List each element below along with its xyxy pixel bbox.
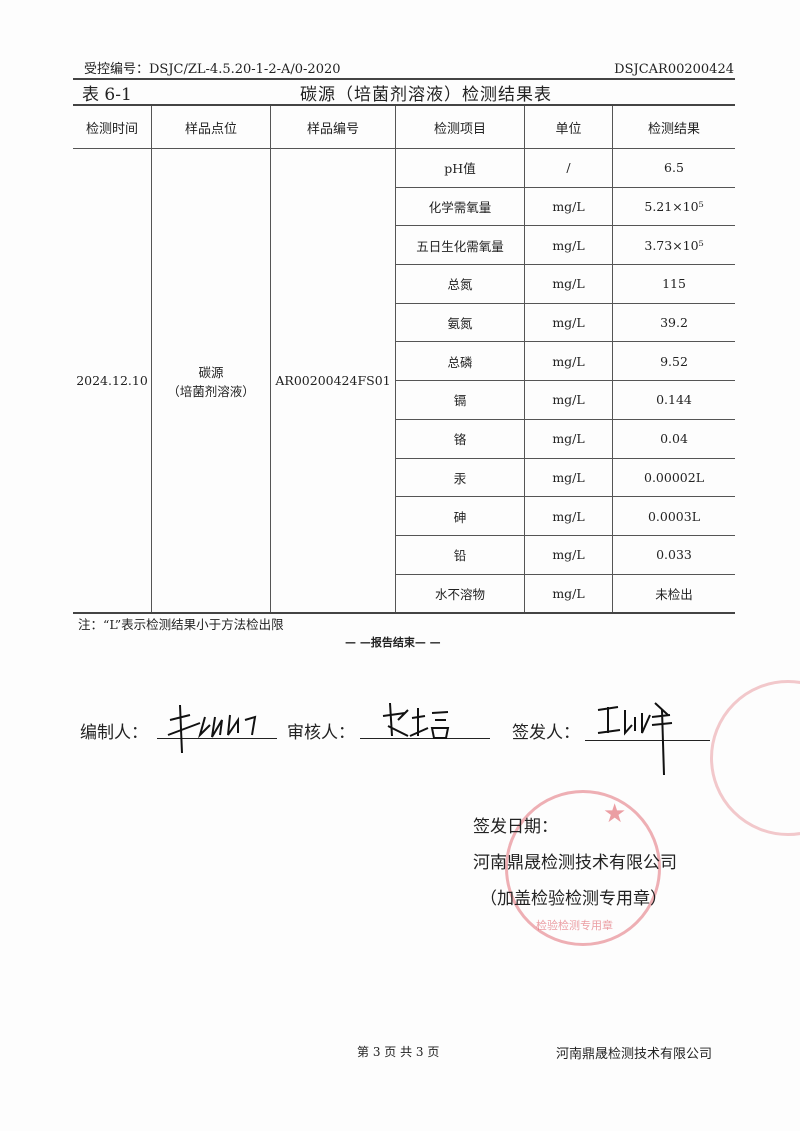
- table-row: 氨氮 mg/L 39.2: [73, 302, 735, 343]
- results-table: 检测时间 样品点位 样品编号 检测项目 单位 检测结果 2024.12.10 碳源…: [73, 104, 735, 615]
- stamp-star-icon: ★: [603, 799, 627, 829]
- table-row: 2024.12.10 碳源 （培菌剂溶液） AR00200424FS01 pH值/6.5: [73, 148, 735, 614]
- test-date: 2024.12.10: [73, 148, 152, 614]
- table-row: 水不溶物 mg/L 未检出: [73, 573, 735, 614]
- compiler-line: [157, 738, 277, 739]
- issuer-line: [585, 740, 710, 741]
- col-header: 样品编号: [270, 104, 396, 149]
- unit: mg/L: [524, 225, 613, 266]
- header-rule: [73, 78, 735, 80]
- test-item: 化学需氧量: [395, 186, 525, 227]
- company-name: 河南鼎晟检测技术有限公司: [473, 853, 677, 873]
- unit: mg/L: [524, 534, 613, 575]
- reviewer-signature: [382, 702, 450, 739]
- reviewer-label: 审核人：: [287, 723, 355, 743]
- result: 5.21×10⁵: [612, 186, 735, 227]
- unit: mg/L: [524, 380, 613, 420]
- col-header: 样品点位: [151, 104, 271, 149]
- unit: mg/L: [524, 264, 613, 304]
- result: 115: [612, 264, 735, 304]
- col-header: 单位: [524, 104, 613, 149]
- unit: mg/L: [524, 302, 613, 343]
- col-header: 检测时间: [73, 104, 152, 149]
- unit: mg/L: [524, 186, 613, 227]
- table-row: 总氮 mg/L 115: [73, 264, 735, 304]
- result: 0.04: [612, 418, 735, 459]
- result: 0.144: [612, 380, 735, 420]
- test-item: 氨氮: [395, 302, 525, 343]
- reviewer-line: [360, 738, 490, 739]
- result: 0.00002L: [612, 457, 735, 498]
- test-item: 镉: [395, 380, 525, 420]
- unit: mg/L: [524, 418, 613, 459]
- test-item: 铬: [395, 418, 525, 459]
- result: 0.0003L: [612, 496, 735, 536]
- stamp-subtext: 检验检测专用章: [536, 919, 613, 932]
- official-stamp: ★ 检验检测专用章: [505, 790, 661, 946]
- location-line: （培菌剂溶液）: [167, 383, 255, 399]
- unit: mg/L: [524, 341, 613, 382]
- result: 6.5: [612, 148, 735, 188]
- issuer-signature: [597, 702, 673, 776]
- compiler-label: 编制人：: [80, 723, 148, 743]
- result: 9.52: [612, 341, 735, 382]
- issuer-label: 签发人：: [512, 723, 580, 743]
- table-title: 碳源（培菌剂溶液）检测结果表: [300, 85, 552, 105]
- table-row: 铬 mg/L 0.04: [73, 418, 735, 459]
- location-line: 碳源: [198, 364, 224, 380]
- table-row: 铅 mg/L 0.033: [73, 534, 735, 575]
- table-row: 砷 mg/L 0.0003L: [73, 496, 735, 536]
- table-number: 表 6-1: [82, 85, 132, 105]
- test-item: 铅: [395, 534, 525, 575]
- table-header-row: 检测时间 样品点位 样品编号 检测项目 单位 检测结果: [73, 104, 735, 149]
- col-header: 检测项目: [395, 104, 525, 149]
- compiler-signature: [167, 704, 257, 754]
- table-row: 镉 mg/L 0.144: [73, 380, 735, 420]
- test-item: 水不溶物: [395, 573, 525, 614]
- issue-date-label: 签发日期：: [473, 817, 558, 837]
- page-number: 第 3 页 共 3 页: [357, 1045, 440, 1059]
- sample-location: 碳源 （培菌剂溶液）: [151, 148, 271, 614]
- footer-company: 河南鼎晟检测技术有限公司: [556, 1047, 713, 1062]
- unit: mg/L: [524, 496, 613, 536]
- test-item: pH值: [395, 148, 525, 188]
- report-end: — —报告结束— —: [345, 636, 441, 649]
- result: 39.2: [612, 302, 735, 343]
- test-item: 汞: [395, 457, 525, 498]
- test-item: 总磷: [395, 341, 525, 382]
- sample-id: AR00200424FS01: [270, 148, 396, 614]
- unit: mg/L: [524, 573, 613, 614]
- unit: mg/L: [524, 457, 613, 498]
- table-row: 总磷 mg/L 9.52: [73, 341, 735, 382]
- partial-stamp: [710, 680, 800, 836]
- test-item: 砷: [395, 496, 525, 536]
- result: 0.033: [612, 534, 735, 575]
- stamp-note: （加盖检验检测专用章）: [480, 889, 667, 909]
- result: 未检出: [612, 573, 735, 614]
- control-number: 受控编号：DSJC/ZL-4.5.20-1-2-A/0-2020: [84, 62, 341, 77]
- test-item: 五日生化需氧量: [395, 225, 525, 266]
- col-header: 检测结果: [612, 104, 735, 149]
- note: 注：“L”表示检测结果小于方法检出限: [78, 617, 284, 632]
- report-number: DSJCAR00200424: [614, 62, 734, 77]
- table-row: 五日生化需氧量 mg/L 3.73×10⁵: [73, 225, 735, 266]
- unit: /: [524, 148, 613, 188]
- test-item: 总氮: [395, 264, 525, 304]
- result: 3.73×10⁵: [612, 225, 735, 266]
